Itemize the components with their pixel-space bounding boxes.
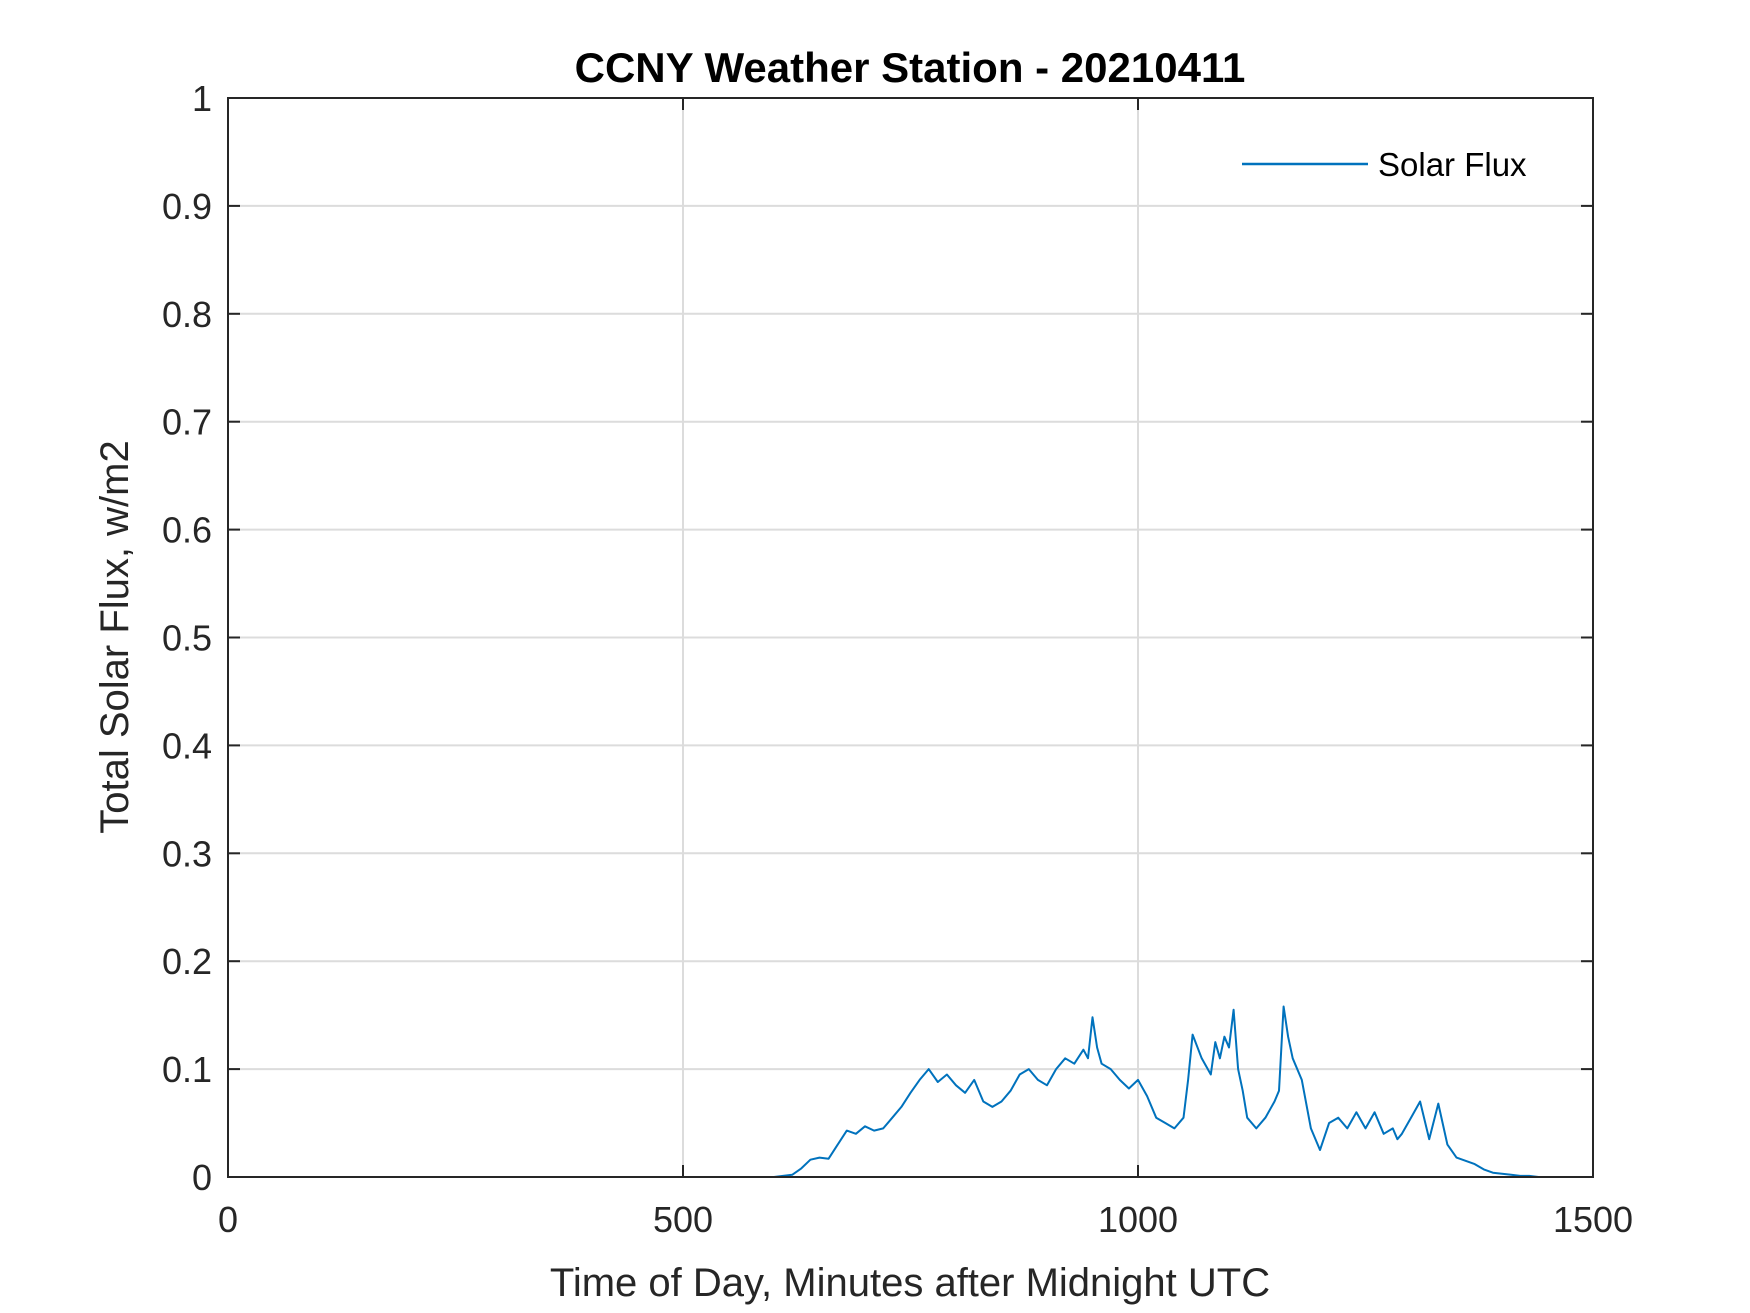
x-axis-label: Time of Day, Minutes after Midnight UTC [550,1261,1270,1305]
axis-ticks [227,97,1594,1178]
legend-label-solar-flux: Solar Flux [1378,146,1527,183]
y-tick-label: 0.3 [162,833,212,874]
y-tick-label: 0.9 [162,186,212,227]
y-tick-label: 0.8 [162,294,212,335]
y-tick-label: 1 [192,78,212,119]
y-tick-labels: 0 0.1 0.2 0.3 0.4 0.5 0.6 0.7 0.8 0.9 1 [162,78,212,1198]
y-tick-label: 0.6 [162,510,212,551]
y-tick-label: 0.5 [162,618,212,659]
y-tick-label: 0 [192,1157,212,1198]
x-tick-label: 0 [218,1199,238,1240]
x-tick-label: 1000 [1098,1199,1178,1240]
y-axis-label: Total Solar Flux, w/m2 [93,440,137,833]
series-line-solar-flux [228,1005,1539,1178]
y-tick-label: 0.7 [162,402,212,443]
series-layer [228,1005,1539,1178]
x-tick-label: 500 [653,1199,713,1240]
legend: Solar Flux [1242,146,1527,183]
x-tick-labels: 0 500 1000 1500 [218,1199,1633,1240]
x-tick-label: 1500 [1553,1199,1633,1240]
y-tick-label: 0.2 [162,941,212,982]
chart-title: CCNY Weather Station - 20210411 [575,44,1246,91]
y-tick-label: 0.4 [162,725,212,766]
y-tick-label: 0.1 [162,1049,212,1090]
